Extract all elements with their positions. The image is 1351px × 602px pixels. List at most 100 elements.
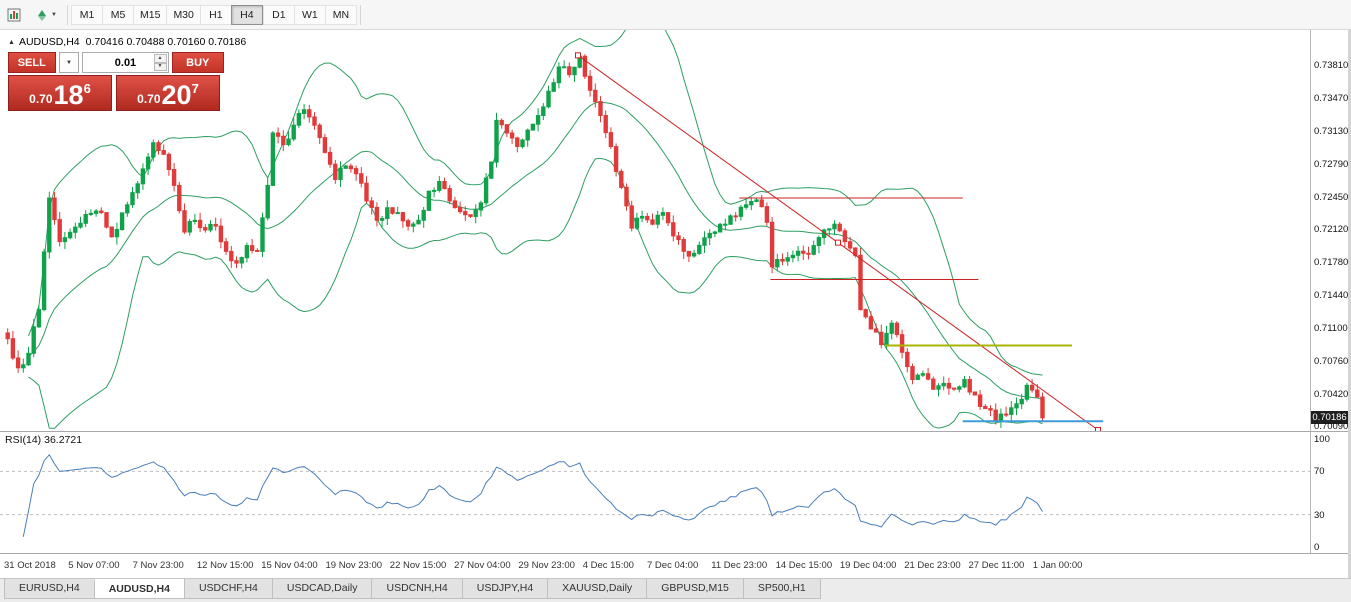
order-options-dropdown[interactable]: ▼ (58, 52, 80, 73)
lot-increase-button[interactable]: ▲ (153, 54, 167, 63)
time-axis-label: 27 Dec 11:00 (968, 560, 1025, 571)
profiles-dropdown-button[interactable]: ▼ (28, 2, 64, 28)
time-axis-label: 19 Nov 23:00 (325, 560, 383, 571)
candle-body (764, 206, 770, 223)
chart-icon[interactable] (0, 2, 28, 28)
candle-body (509, 132, 515, 139)
time-axis-label: 5 Nov 07:00 (68, 560, 120, 571)
chart-tab-audusd-h4[interactable]: AUDUSD,H4 (93, 579, 185, 599)
time-axis-label: 29 Nov 23:00 (518, 560, 575, 571)
candle-body (769, 221, 775, 268)
candle-body (463, 211, 468, 216)
timeframe-button-h1[interactable]: H1 (199, 4, 231, 25)
timeframe-button-m1[interactable]: M1 (71, 4, 102, 25)
candle-body (431, 189, 437, 192)
price-axis-label: 0.70760 (1314, 356, 1349, 368)
candle-body (530, 123, 536, 131)
timeframe-button-m15[interactable]: M15 (133, 4, 167, 25)
price-axis-label: 0.70420 (1314, 389, 1349, 401)
candle-body (119, 212, 125, 230)
buy-price-display[interactable]: 0.70 20 7 (116, 75, 220, 111)
chart-tab-usdcad-daily[interactable]: USDCAD,Daily (271, 579, 373, 599)
rsi-axis-label: 0 (1314, 542, 1320, 553)
chart-tab-gbpusd-m15[interactable]: GBPUSD,M15 (646, 579, 744, 599)
candle-body (400, 212, 406, 222)
rsi-axis-label: 30 (1314, 509, 1325, 521)
candle-body (156, 142, 161, 151)
rsi-chart-canvas[interactable] (0, 431, 1310, 553)
candle-body (889, 322, 894, 334)
candle-body (281, 135, 286, 146)
chart-rsi-separator[interactable] (0, 431, 1348, 432)
candle-body (743, 204, 749, 208)
candle-body (717, 223, 723, 233)
chart-tab-sp500-h1[interactable]: SP500,H1 (742, 579, 821, 599)
price-axis-label: 0.72450 (1314, 192, 1349, 203)
lot-size-field[interactable]: 0.01 ▲ ▼ (82, 52, 169, 73)
chart-tab-usdchf-h4[interactable]: USDCHF,H4 (183, 579, 273, 599)
candle-body (957, 386, 962, 390)
chart-tab-xauusd-daily[interactable]: XAUUSD,Daily (547, 579, 648, 599)
one-click-trading-panel: SELL ▼ 0.01 ▲ ▼ BUY 0.70 18 6 0.70 20 7 (8, 52, 224, 111)
chart-tab-eurusd-h4[interactable]: EURUSD,H4 (4, 579, 95, 599)
candle-body (894, 322, 900, 336)
candle-body (868, 316, 874, 330)
sell-price-display[interactable]: 0.70 18 6 (8, 75, 112, 111)
timeframe-button-m30[interactable]: M30 (166, 4, 200, 25)
candle-body (873, 328, 879, 333)
candle-body (395, 212, 400, 215)
candle-body (759, 199, 764, 208)
candle-body (702, 237, 707, 246)
time-axis-label: 21 Dec 23:00 (904, 560, 961, 571)
candle-body (322, 137, 328, 153)
candle-body (457, 207, 463, 213)
candle-body (931, 378, 936, 390)
candle-body (166, 153, 172, 171)
toolbar-separator (359, 4, 361, 25)
candle-body (109, 226, 114, 238)
bollinger-middle-band[interactable] (28, 101, 1043, 400)
trendline-handle[interactable] (575, 52, 581, 59)
candle-body (1003, 413, 1009, 416)
candle-body (447, 188, 452, 202)
candle-body (728, 215, 733, 225)
candle-body (525, 129, 530, 141)
price-axis[interactable]: 0.70186 0.73810 0.73470 0.73130 0.72790 0.72… (1311, 30, 1349, 432)
timeframe-button-d1[interactable]: D1 (262, 4, 294, 25)
candle-body (1029, 384, 1035, 391)
bollinger-upper-band[interactable] (28, 30, 1043, 376)
candle-body (499, 119, 504, 126)
timeframe-button-w1[interactable]: W1 (293, 4, 325, 25)
candle-body (62, 237, 68, 243)
chart-tab-usdjpy-h4[interactable]: USDJPY,H4 (461, 579, 549, 599)
candle-body (265, 184, 270, 219)
timeframe-button-m5[interactable]: M5 (102, 4, 133, 25)
candle-body (114, 229, 120, 238)
timeframe-button-h4[interactable]: H4 (230, 4, 263, 25)
candle-body (99, 210, 104, 214)
price-chart-canvas[interactable] (0, 30, 1310, 431)
candle-body (151, 142, 156, 158)
candle-body (504, 124, 510, 134)
lot-decrease-button[interactable]: ▼ (153, 62, 167, 71)
time-axis-label: 7 Dec 04:00 (647, 560, 699, 571)
trendline-handle[interactable] (835, 239, 841, 246)
candle-body (31, 326, 36, 354)
chart-tab-usdcnh-h4[interactable]: USDCNH,H4 (371, 579, 463, 599)
sell-button[interactable]: SELL (8, 52, 56, 73)
candle-body (296, 112, 302, 126)
bollinger-lower-band[interactable] (28, 157, 1043, 429)
candle-body (712, 231, 718, 234)
candle-body (125, 204, 130, 214)
time-axis[interactable]: 31 Oct 2018 5 Nov 07:00 7 Nov 23:00 12 Nov … (0, 554, 1348, 578)
candle-body (967, 379, 972, 393)
trendline-handle[interactable] (1095, 426, 1101, 431)
buy-button[interactable]: BUY (171, 52, 224, 73)
rsi-timeaxis-separator (0, 553, 1348, 554)
timeframe-button-mn[interactable]: MN (324, 4, 357, 25)
one-click-toggle-icon[interactable]: ▲ (8, 39, 15, 46)
sell-price-prefix: 0.70 (29, 92, 53, 106)
rsi-axis[interactable]: 100 70 30 0 (1311, 431, 1348, 553)
candle-body (535, 115, 541, 125)
candle-body (244, 245, 250, 259)
